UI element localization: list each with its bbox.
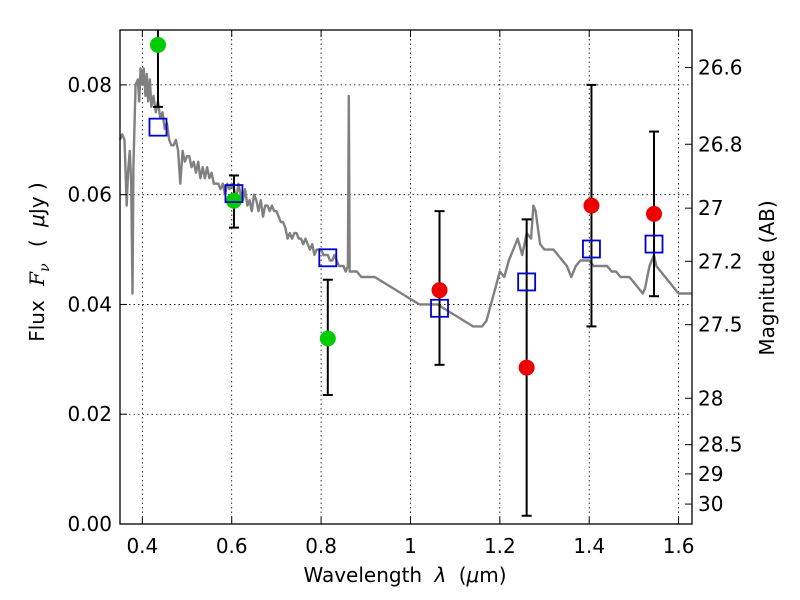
x-tick-label: 1.2 [484,534,516,558]
data-point-circle [225,192,242,209]
x-tick-label: 1 [404,534,417,558]
spectrum-line [118,67,692,328]
data-point-circle [583,197,600,214]
data-point-circle [319,330,336,347]
data-point-circle [149,36,166,53]
model-point-square [148,117,168,137]
grid-layer [120,30,692,525]
y2-tick-label: 26.6 [698,55,743,79]
x-axis-label: Wavelength λ (μm) [303,563,506,587]
y-tick-label: 0.06 [67,183,112,207]
model-point-square [582,239,601,259]
x-tick-label: 0.6 [216,534,248,558]
y-tick-label: 0.08 [67,73,112,97]
data-point-circle [518,359,535,376]
y2-tick-label: 30 [698,492,723,516]
model-point-square [517,272,537,292]
y2-tick-label: 27 [698,196,723,220]
model-point-square [430,298,449,318]
model-point-square [644,234,664,254]
x-tick-label: 0.8 [305,534,337,558]
model-point-square [318,248,338,268]
x-tick-label: 1.4 [573,534,605,558]
marker-layer [148,36,664,376]
y2-tick-label: 27.2 [698,249,743,273]
model-point-square [224,184,244,203]
y2-axis-label: Magnitude (AB) [755,200,779,355]
y-axis-label: Flux Fν ( μJy ) [25,182,54,342]
tick-layer: 0.4 0.6 0.8 1 1.2 1.4 1.6 0.00 0.02 0.04 0.06 0.08 2… [67,30,743,558]
data-point-circle [646,205,663,222]
y2-tick-label: 29 [698,462,723,486]
y2-tick-label: 28 [698,386,723,410]
y2-tick-label: 26.8 [698,132,743,156]
y2-tick-label: 28.5 [698,433,743,457]
y-tick-label: 0.00 [67,512,112,536]
plot-frame [119,29,693,525]
series-layer [118,67,692,328]
y2-tick-label: 27.5 [698,313,743,337]
data-point-circle [431,282,448,299]
x-tick-label: 1.6 [663,534,695,558]
errorbar-layer [152,30,660,517]
x-tick-label: 0.4 [126,534,158,558]
y-tick-label: 0.02 [67,402,112,426]
y-tick-label: 0.04 [67,292,112,316]
